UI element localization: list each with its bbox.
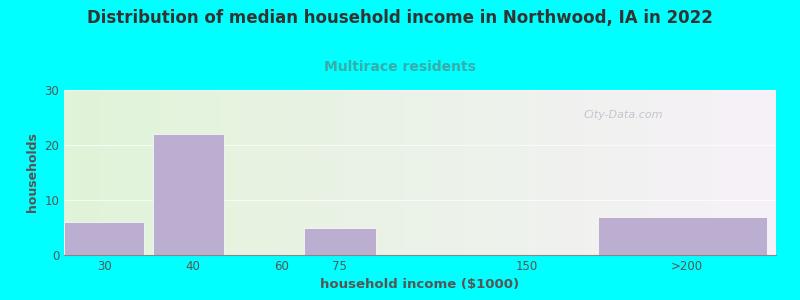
Text: City-Data.com: City-Data.com (584, 110, 663, 120)
Bar (64, 222, 144, 255)
X-axis label: household income ($1000): household income ($1000) (321, 278, 519, 291)
Text: Distribution of median household income in Northwood, IA in 2022: Distribution of median household income … (87, 9, 713, 27)
Text: Multirace residents: Multirace residents (324, 60, 476, 74)
Y-axis label: households: households (26, 133, 38, 212)
Bar (153, 134, 224, 255)
Bar (304, 227, 375, 255)
Bar (598, 217, 767, 255)
